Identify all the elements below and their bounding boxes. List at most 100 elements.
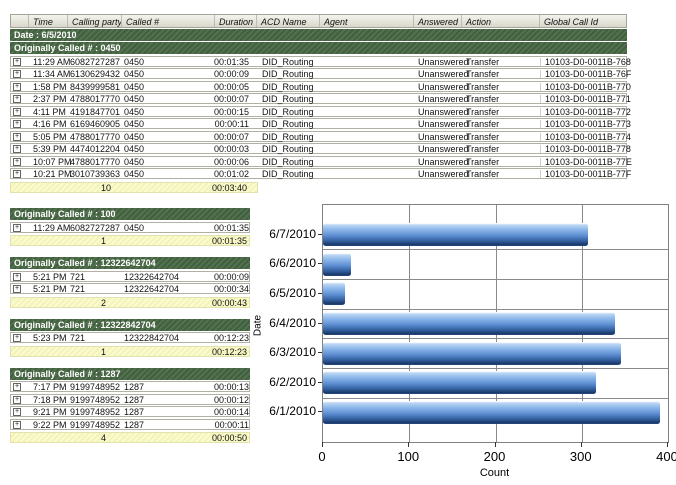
cell-duration: 00:00:09 bbox=[213, 69, 249, 79]
summary-total-duration: 00:00:43 bbox=[211, 297, 247, 308]
date-group-header: Date : 6/5/2010 bbox=[10, 29, 627, 41]
expand-row-icon[interactable]: + bbox=[13, 57, 21, 66]
cell-called: 0450 bbox=[124, 106, 145, 117]
cell-duration: 00:01:02 bbox=[213, 169, 249, 179]
expand-row-icon[interactable]: + bbox=[13, 408, 21, 416]
cell-answered: Unanswered bbox=[418, 144, 469, 154]
cell-time: 4:11 PM bbox=[33, 106, 66, 117]
group-section: Originally Called # : 100 + 11:29 AM 608… bbox=[10, 208, 250, 246]
column-separator bbox=[540, 57, 541, 66]
group-summary-row: 10 00:03:40 bbox=[10, 181, 258, 193]
cell-calling-party: 721 bbox=[70, 271, 86, 282]
cell-called: 12322642704 bbox=[124, 271, 180, 282]
cell-global-call-id: 10103-D0-0011B-76F bbox=[545, 69, 632, 79]
chart-bar bbox=[323, 400, 661, 424]
column-separator bbox=[540, 70, 541, 78]
header-acd-name: ACD Name bbox=[257, 15, 320, 27]
cell-action: Transfer bbox=[466, 144, 500, 154]
summary-count: 4 bbox=[101, 433, 107, 443]
header-answered: Answered bbox=[414, 15, 462, 27]
y-tick-label: 6/7/2010 bbox=[269, 226, 316, 241]
cell-acd-name: DID_Routing bbox=[262, 119, 314, 129]
header-time: Time bbox=[29, 15, 68, 27]
cell-time: 5:39 PM bbox=[33, 144, 67, 154]
summary-total-duration: 00:12:23 bbox=[211, 346, 247, 357]
cell-duration: 00:00:11 bbox=[214, 419, 249, 430]
expand-row-icon[interactable]: + bbox=[13, 272, 21, 281]
originally-called-group-header: Originally Called # : 12322842704 bbox=[10, 318, 250, 331]
expand-row-icon[interactable]: + bbox=[13, 132, 21, 141]
cell-calling-party: 4788017770 bbox=[70, 156, 121, 167]
table-row: + 11:29 AM 6082727287 0450 00:01:35 DID_… bbox=[10, 55, 631, 67]
x-tick-label: 300 bbox=[569, 449, 592, 464]
originally-called-group-header: Originally Called # : 12322642704 bbox=[10, 257, 250, 269]
cell-calling-party: 6169460905 bbox=[70, 119, 121, 129]
cell-acd-name: DID_Routing bbox=[262, 156, 314, 167]
y-tick-label: 6/4/2010 bbox=[269, 315, 316, 330]
cell-called: 0450 bbox=[124, 144, 145, 154]
cell-duration: 00:00:07 bbox=[213, 94, 249, 104]
cell-duration: 00:00:03 bbox=[213, 144, 249, 154]
cell-calling-party: 6082727287 bbox=[70, 56, 121, 67]
expand-row-icon[interactable]: + bbox=[13, 95, 21, 103]
cell-time: 5:23 PM bbox=[33, 333, 67, 343]
cell-time: 5:21 PM bbox=[33, 284, 67, 294]
cell-calling-party: 721 bbox=[70, 284, 86, 294]
summary-total-duration: 00:03:40 bbox=[211, 182, 247, 193]
cell-answered: Unanswered bbox=[418, 94, 469, 104]
table-row: + 5:21 PM 721 12322642704 00:00:34 bbox=[10, 283, 250, 294]
cell-global-call-id: 10103-D0-0011B-77F bbox=[545, 169, 632, 179]
table-row: + 7:17 PM 9199748952 1287 00:00:13 bbox=[10, 381, 250, 392]
y-axis-tick bbox=[318, 381, 322, 383]
cell-answered: Unanswered bbox=[418, 169, 469, 179]
cell-time: 9:21 PM bbox=[33, 407, 67, 417]
expand-row-icon[interactable]: + bbox=[13, 395, 21, 404]
cell-answered: Unanswered bbox=[418, 106, 469, 117]
cell-time: 10:21 PM bbox=[33, 169, 72, 179]
expand-row-icon[interactable]: + bbox=[13, 120, 21, 128]
header-called: Called # bbox=[122, 15, 215, 27]
expand-row-icon[interactable]: + bbox=[13, 383, 21, 391]
cell-acd-name: DID_Routing bbox=[262, 94, 314, 104]
group-section: Originally Called # : 12322842704 + 5:23… bbox=[10, 318, 250, 357]
cell-duration: 00:00:09 bbox=[213, 271, 249, 282]
expand-row-icon[interactable]: + bbox=[13, 70, 21, 78]
cell-duration: 00:00:12 bbox=[213, 394, 249, 405]
chart-plot bbox=[322, 204, 669, 443]
expand-row-icon[interactable]: + bbox=[13, 334, 21, 342]
table-header: Time Calling party # Called # Duration A… bbox=[10, 14, 627, 28]
expand-row-icon[interactable]: + bbox=[13, 285, 21, 293]
cell-global-call-id: 10103-D0-0011B-774 bbox=[545, 131, 631, 142]
group-summary-row: 2 00:00:43 bbox=[10, 296, 250, 308]
cell-action: Transfer bbox=[466, 69, 500, 79]
originally-called-group-header: Originally Called # : 1287 bbox=[10, 367, 250, 380]
cell-time: 9:22 PM bbox=[33, 419, 67, 430]
cell-action: Transfer bbox=[466, 56, 500, 67]
expand-row-icon[interactable]: + bbox=[13, 82, 21, 91]
expand-row-icon[interactable]: + bbox=[13, 157, 21, 166]
cell-global-call-id: 10103-D0-0011B-778 bbox=[545, 144, 631, 154]
expand-row-icon[interactable]: + bbox=[13, 420, 21, 429]
expand-row-icon[interactable]: + bbox=[13, 145, 21, 153]
cell-calling-party: 9199748952 bbox=[70, 394, 121, 405]
cell-calling-party: 3010739363 bbox=[70, 169, 121, 179]
table-row: + 11:29 AM 6082727287 0450 00:01:35 bbox=[10, 221, 250, 233]
cell-global-call-id: 10103-D0-0011B-771 bbox=[545, 94, 631, 104]
table-row: + 9:22 PM 9199748952 1287 00:00:11 bbox=[10, 418, 250, 430]
cell-duration: 00:00:05 bbox=[213, 81, 249, 92]
gridline-horizontal bbox=[323, 279, 668, 281]
cell-duration: 00:00:07 bbox=[213, 131, 249, 142]
x-tick-label: 400 bbox=[656, 449, 676, 464]
expand-row-icon[interactable]: + bbox=[13, 170, 21, 178]
header-action: Action bbox=[462, 15, 540, 27]
y-tick-label: 6/3/2010 bbox=[269, 345, 316, 360]
cell-called: 1287 bbox=[124, 382, 145, 392]
cell-duration: 00:00:14 bbox=[213, 407, 249, 417]
header-calling-party: Calling party # bbox=[68, 15, 122, 27]
cell-acd-name: DID_Routing bbox=[262, 131, 314, 142]
cell-time: 5:05 PM bbox=[33, 131, 67, 142]
y-axis-tick bbox=[318, 322, 322, 324]
gridline-horizontal bbox=[323, 249, 668, 251]
expand-row-icon[interactable]: + bbox=[13, 223, 21, 232]
expand-row-icon[interactable]: + bbox=[13, 107, 21, 116]
